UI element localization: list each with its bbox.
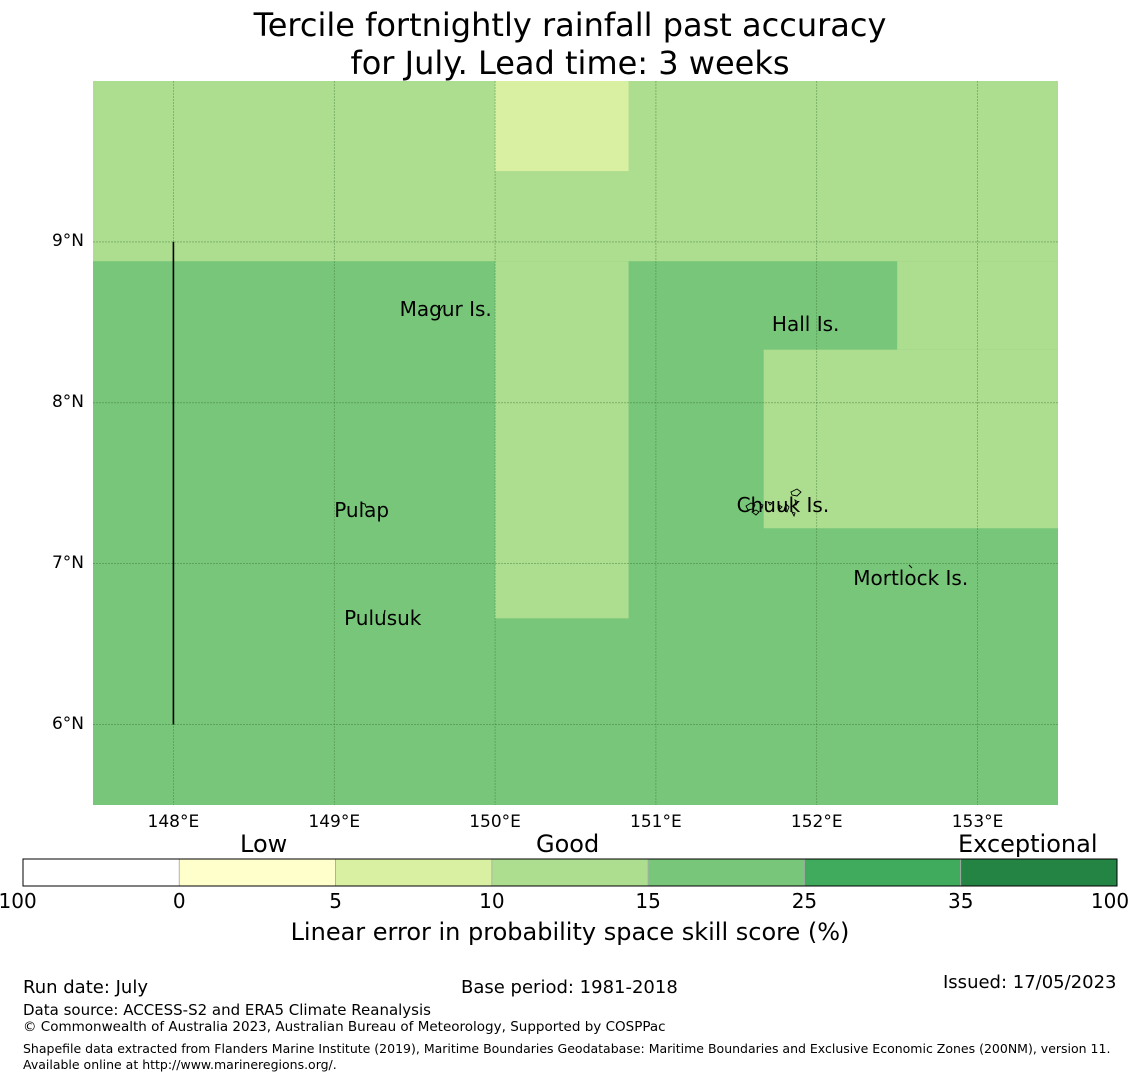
- title-line-1: Tercile fortnightly rainfall past accura…: [253, 6, 887, 44]
- colorbar-frame: [22, 858, 1118, 887]
- pulusuk-island-outline: [383, 609, 386, 616]
- place-label: Chuuk Is.: [736, 493, 830, 518]
- colorbar-bin: [491, 858, 649, 887]
- longitude-label: 148°E: [147, 812, 200, 832]
- chuuk-island-outlines: [745, 488, 802, 518]
- shapefile-credit: Shapefile data extracted from Flanders M…: [23, 1041, 1111, 1072]
- longitude-label: 149°E: [308, 812, 361, 832]
- issued-date: Issued: 17/05/2023: [943, 972, 1117, 993]
- colorbar-category-good: Good: [536, 830, 600, 858]
- colorbar-bin: [335, 858, 493, 887]
- place-label: Hall Is.: [771, 311, 840, 336]
- copyright: © Commonwealth of Australia 2023, Austra…: [23, 1019, 666, 1035]
- island-outlines: [360, 304, 913, 616]
- colorbar-bin: [647, 858, 805, 887]
- longitude-label: 150°E: [469, 812, 521, 832]
- skill-cell-2: [495, 81, 629, 172]
- magur-island-outline: [439, 304, 445, 312]
- skill-cell-5: [763, 349, 1058, 529]
- colorbar-bin: [960, 858, 1118, 887]
- colorbar-scale: [22, 858, 1118, 887]
- base-period: Base period: 1981-2018: [461, 977, 678, 998]
- mortlock-island-outline: [908, 564, 913, 569]
- colorbar-bin: [22, 858, 180, 887]
- latitude-label: 6°N: [51, 713, 84, 734]
- place-label: Pulap: [334, 498, 390, 523]
- colorbar-category-exceptional: Exceptional: [958, 830, 1098, 858]
- skill-cell-3: [495, 261, 629, 619]
- colorbar-bin: [804, 858, 962, 887]
- longitude-label: 152°E: [790, 812, 843, 832]
- colorbar-title: Linear error in probability space skill …: [290, 918, 850, 946]
- colorbar-tick-label: 0: [172, 889, 186, 913]
- place-label: Magur Is.: [399, 297, 492, 322]
- colorbar-tick-label: 10: [479, 889, 505, 913]
- latitude-label: 7°N: [51, 552, 84, 573]
- skill-map: [93, 81, 1058, 805]
- pulap-island-outline: [360, 502, 367, 508]
- longitude-label: 151°E: [630, 812, 682, 832]
- skill-cells: [93, 81, 1058, 805]
- colorbar-tick-label: 15: [635, 889, 661, 913]
- graticule: [93, 81, 1058, 805]
- colorbar-category-low: Low: [240, 830, 288, 858]
- longitude-label: 153°E: [951, 812, 1004, 832]
- colorbar-tick-label: 25: [791, 889, 818, 913]
- colorbar-tick-label: -100: [0, 889, 37, 913]
- data-source: Data source: ACCESS-S2 and ERA5 Climate …: [23, 1001, 431, 1019]
- colorbar-tick-label: 100: [1090, 889, 1130, 913]
- title-line-2: for July. Lead time: 3 weeks: [350, 44, 790, 82]
- colorbar-tick-label: 35: [947, 889, 974, 913]
- place-label: Mortlock Is.: [853, 565, 969, 590]
- colorbar-bin: [178, 858, 336, 887]
- latitude-label: 9°N: [51, 230, 84, 251]
- colorbar-tick-label: 5: [329, 889, 342, 913]
- run-date: Run date: July: [23, 977, 148, 998]
- place-label: Pulusuk: [344, 605, 422, 630]
- latitude-label: 8°N: [51, 391, 84, 412]
